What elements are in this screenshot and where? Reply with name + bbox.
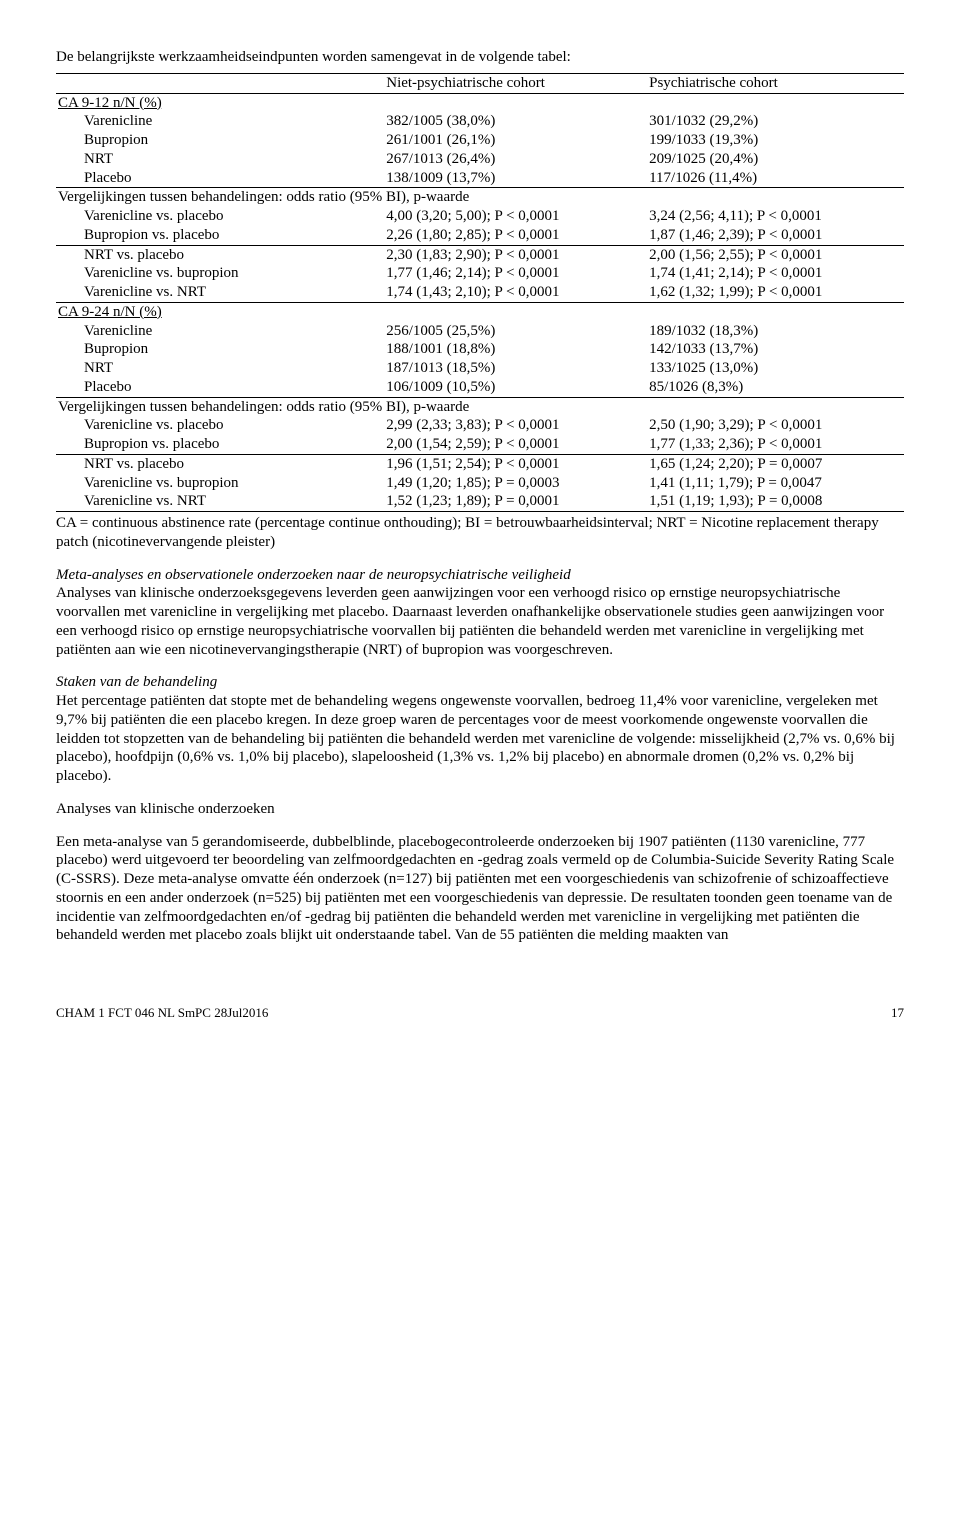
- intro-text: De belangrijkste werkzaamheidseindpunten…: [56, 48, 904, 67]
- subhead-meta: Meta-analyses en observationele onderzoe…: [56, 566, 904, 585]
- para-analyses: Een meta-analyse van 5 gerandomiseerde, …: [56, 833, 904, 946]
- table-footnote: CA = continuous abstinence rate (percent…: [56, 514, 904, 552]
- footer-left: CHAM 1 FCT 046 NL SmPC 28Jul2016: [56, 1005, 268, 1021]
- page-footer: CHAM 1 FCT 046 NL SmPC 28Jul2016 17: [56, 1005, 904, 1021]
- para-meta: Analyses van klinische onderzoeksgegeven…: [56, 584, 904, 659]
- footer-right: 17: [891, 1005, 904, 1021]
- subhead-staken: Staken van de behandeling: [56, 673, 904, 692]
- para-staken: Het percentage patiënten dat stopte met …: [56, 692, 904, 786]
- efficacy-table: Niet-psychiatrische cohortPsychiatrische…: [56, 73, 904, 512]
- subhead-analyses: Analyses van klinische onderzoeken: [56, 800, 904, 819]
